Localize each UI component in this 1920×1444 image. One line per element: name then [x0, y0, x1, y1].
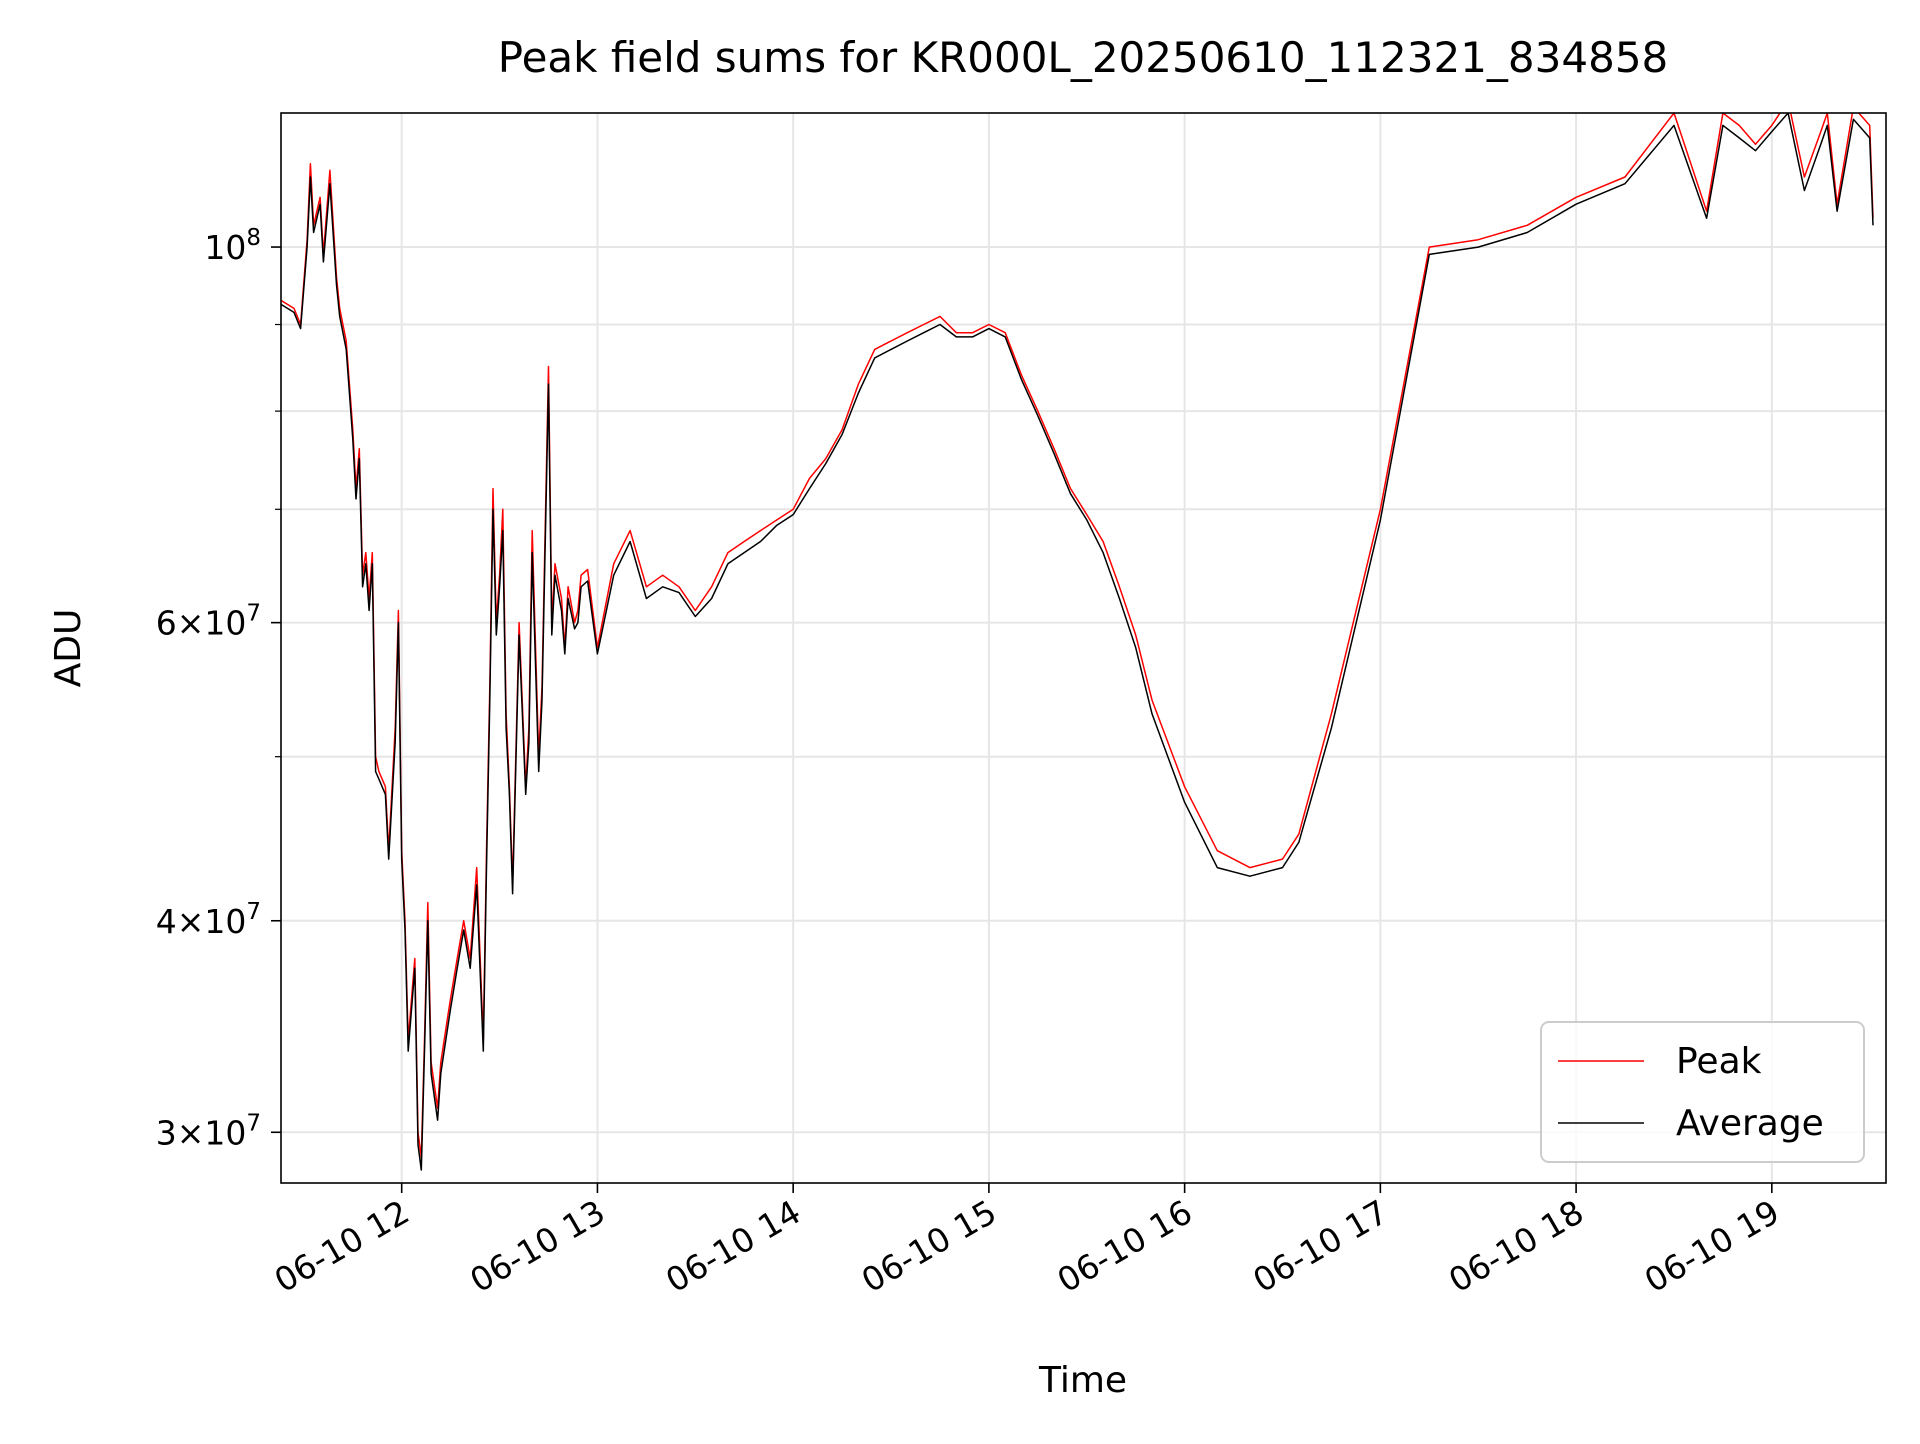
series-lines — [281, 113, 1874, 1171]
chart-title: Peak field sums for KR000L_20250610_1123… — [498, 33, 1669, 82]
y-axis: 3×107 4×107 6×107 108 — [156, 225, 281, 1152]
x-axis-label: Time — [1038, 1360, 1127, 1401]
y-axis-label: ADU — [48, 609, 89, 688]
y-tick-label: 3×107 — [156, 1110, 261, 1152]
series-line-average — [281, 113, 1874, 1171]
legend-box — [1540, 1021, 1865, 1163]
y-tick-label: 108 — [204, 225, 261, 267]
legend: Peak Average — [1540, 1021, 1865, 1163]
plot-frame — [280, 112, 1887, 1184]
y-tick-label: 6×107 — [156, 601, 261, 643]
y-tick-label: 4×107 — [156, 899, 261, 941]
legend-label-peak: Peak — [1676, 1041, 1762, 1082]
legend-label-average: Average — [1676, 1103, 1824, 1144]
